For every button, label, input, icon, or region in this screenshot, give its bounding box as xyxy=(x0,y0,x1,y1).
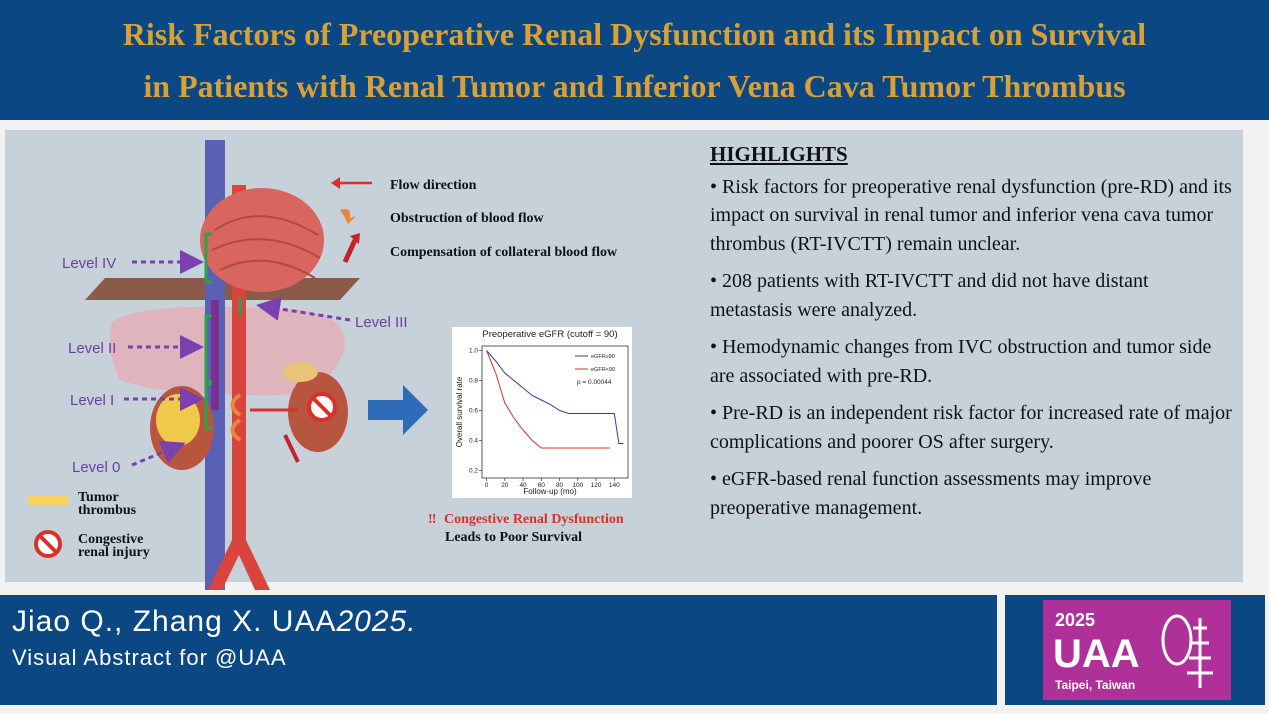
figure: Level IV Level III Level II Level I Leve… xyxy=(28,140,632,590)
footer: Jiao Q., Zhang X. UAA2025. Visual Abstra… xyxy=(0,595,997,705)
x-tick-label: 100 xyxy=(572,482,583,489)
level-label: Level III xyxy=(355,314,408,331)
aorta xyxy=(208,185,270,590)
y-tick-label: 0.4 xyxy=(469,438,478,445)
km-plot-box xyxy=(452,327,632,498)
highlight-item: • Risk factors for preoperative renal dy… xyxy=(710,175,1232,255)
y-tick-label: 1.0 xyxy=(469,348,478,355)
plot-frame xyxy=(481,345,629,479)
x-tick-label: 120 xyxy=(591,482,602,489)
plot-title: Preoperative eGFR (cutoff = 90) xyxy=(482,329,617,340)
logo-name: UAA xyxy=(1053,632,1140,676)
x-tick-label: 0 xyxy=(485,482,489,489)
y-tick-label: 0.8 xyxy=(469,378,478,385)
tumor xyxy=(156,394,200,446)
y-axis-label: Overall survival rate xyxy=(455,376,464,447)
highlight-item: • eGFR-based renal function assessments … xyxy=(710,468,1152,519)
level-label: Level 0 xyxy=(72,459,120,476)
p-value: p = 0.00044 xyxy=(577,379,612,386)
legend-text: Obstruction of blood flow xyxy=(390,211,545,226)
legend-text: renal injury xyxy=(78,545,150,560)
conclusion-mark: ‼ xyxy=(428,512,436,527)
highlights: HIGHLIGHTS • Risk factors for preoperati… xyxy=(710,140,1235,531)
title-line: in Patients with Renal Tumor and Inferio… xyxy=(143,68,1126,104)
footer-subtitle: Visual Abstract for @UAA xyxy=(12,645,287,670)
level-label: Level IV xyxy=(62,255,116,272)
legend-text: Compensation of collateral blood flow xyxy=(390,245,618,260)
highlight-item: • 208 patients with RT-IVCTT and did not… xyxy=(710,270,1149,321)
legend-label: eGFR<90 xyxy=(591,367,615,373)
legend-label: eGFR≥90 xyxy=(591,354,615,360)
logo-year: 2025 xyxy=(1055,610,1096,630)
level-label: Level I xyxy=(70,392,114,409)
conclusion: Congestive Renal Dysfunction xyxy=(444,512,624,527)
legend-text: Congestive xyxy=(78,532,143,547)
x-tick-label: 60 xyxy=(538,482,546,489)
x-tick-label: 20 xyxy=(501,482,509,489)
citation-year: 2025. xyxy=(336,605,417,638)
x-tick-label: 40 xyxy=(519,482,527,489)
legend-text: thrombus xyxy=(78,503,137,518)
highlights-heading: HIGHLIGHTS xyxy=(710,142,848,166)
citation-authors: Jiao Q., Zhang X. UAA xyxy=(12,605,337,638)
highlight-item: • Hemodynamic changes from IVC obstructi… xyxy=(710,336,1212,387)
level-label: Level II xyxy=(68,340,116,357)
y-tick-label: 0.6 xyxy=(469,408,478,415)
km-curve xyxy=(486,350,610,449)
arrow xyxy=(368,385,428,435)
highlight-item: • Pre-RD is an independent risk factor f… xyxy=(710,402,1232,453)
title-line: Risk Factors of Preoperative Renal Dysfu… xyxy=(122,16,1147,52)
km-curve xyxy=(486,350,624,444)
citation: Jiao Q., Zhang X. UAA2025. xyxy=(12,605,417,639)
y-tick-label: 0.2 xyxy=(469,468,478,475)
logo-place: Taipei, Taiwan xyxy=(1055,678,1136,692)
x-axis-label: Follow-up (mo) xyxy=(523,487,577,496)
x-tick-label: 140 xyxy=(609,482,620,489)
x-tick-label: 80 xyxy=(556,482,564,489)
conclusion: Leads to Poor Survival xyxy=(445,530,582,545)
logo-icon xyxy=(1161,614,1213,688)
legend-text: Tumor xyxy=(78,490,119,505)
logo: 2025 UAA Taipei, Taiwan xyxy=(1043,600,1231,700)
thrombus-in-ivc xyxy=(211,300,219,410)
title-bar: Risk Factors of Preoperative Renal Dysfu… xyxy=(0,0,1269,120)
legend-text: Flow direction xyxy=(390,178,477,193)
